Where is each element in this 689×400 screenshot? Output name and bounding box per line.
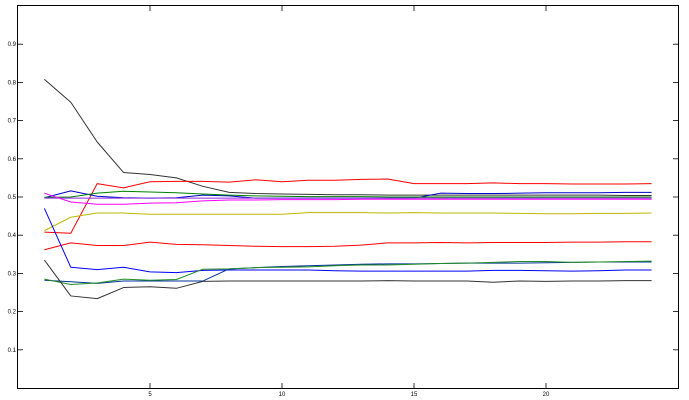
series-line-11 <box>44 260 652 285</box>
y-tick-label: 0.3 <box>8 271 17 277</box>
x-tick-label: 10 <box>279 392 286 398</box>
series-line-2 <box>44 178 652 234</box>
y-tick-label: 0.8 <box>8 80 17 86</box>
plot-frame <box>17 5 679 389</box>
series-line-10 <box>44 261 652 284</box>
x-tick-label: 15 <box>411 392 418 398</box>
series-layer <box>43 78 652 300</box>
y-tick-label: 0.1 <box>8 348 17 354</box>
series-line-9 <box>43 208 652 274</box>
x-tick-label: 5 <box>148 392 152 398</box>
series-line-12 <box>43 259 652 300</box>
series-line-8 <box>44 241 652 251</box>
axis-ticks <box>18 6 678 388</box>
series-line-6 <box>44 192 652 205</box>
axis-tick-labels: 5 10 15 20 0.1 0.2 0.3 0.4 0.5 0.6 0.7 0.8 0.9 <box>8 42 550 398</box>
y-tick-label: 0.2 <box>8 310 17 316</box>
y-tick-label: 0.9 <box>8 42 17 48</box>
series-line-7 <box>44 212 652 232</box>
y-tick-label: 0.7 <box>8 119 17 125</box>
y-tick-label: 0.5 <box>8 195 17 201</box>
series-line-1 <box>44 78 652 196</box>
y-tick-label: 0.4 <box>8 233 17 239</box>
y-tick-label: 0.6 <box>8 157 17 163</box>
series-line-4 <box>44 190 652 198</box>
x-tick-label: 20 <box>543 392 550 398</box>
